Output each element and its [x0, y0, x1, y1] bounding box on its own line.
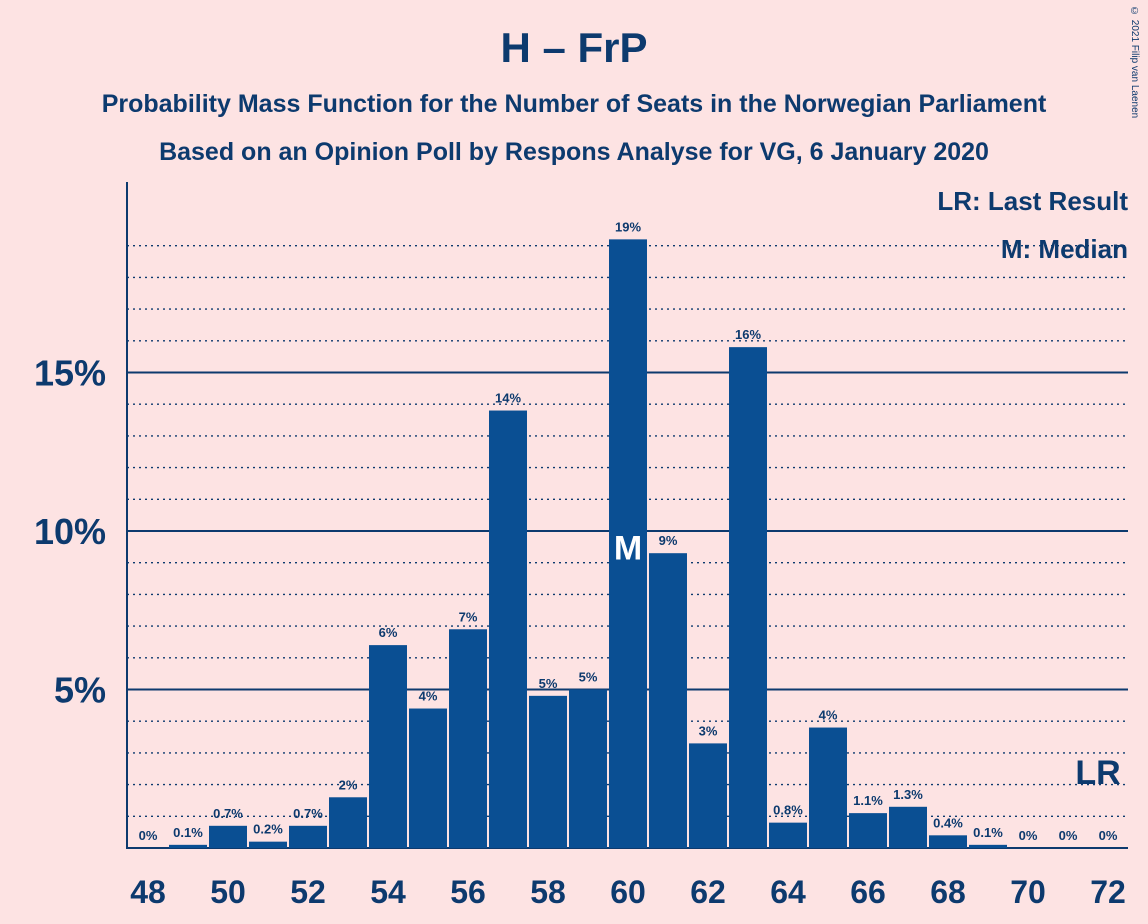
chart-subtitle-2: Based on an Opinion Poll by Respons Anal… [159, 138, 989, 166]
bar [289, 825, 327, 848]
data-label: 7% [459, 609, 478, 624]
legend-last-result: LR: Last Result [937, 186, 1128, 216]
x-tick-label: 48 [130, 874, 166, 910]
data-label: 0% [1019, 828, 1038, 843]
x-tick-label: 52 [290, 874, 326, 910]
last-result-marker: LR [1075, 754, 1120, 792]
data-label: 0.1% [173, 825, 203, 840]
bar [969, 844, 1007, 848]
data-label: 1.3% [893, 787, 923, 802]
x-tick-label: 68 [930, 874, 966, 910]
bar [649, 553, 687, 848]
bar [449, 629, 487, 848]
data-label: 5% [579, 670, 598, 685]
bar [569, 689, 607, 848]
bar [729, 347, 767, 848]
y-tick-label: 15% [34, 353, 106, 394]
x-tick-label: 64 [770, 874, 806, 910]
data-label: 0.7% [213, 806, 243, 821]
data-label: 16% [735, 327, 761, 342]
bar [209, 825, 247, 848]
x-tick-label: 58 [530, 874, 566, 910]
data-label: 0% [1099, 828, 1118, 843]
copyright-notice: © 2021 Filip van Laenen [1129, 6, 1140, 119]
bar [929, 835, 967, 848]
bar [809, 727, 847, 848]
bar [689, 743, 727, 848]
x-tick-label: 50 [210, 874, 246, 910]
data-label: 0.4% [933, 815, 963, 830]
bar [249, 841, 287, 848]
data-label: 0.8% [773, 803, 803, 818]
bar [889, 806, 927, 848]
data-label: 5% [539, 676, 558, 691]
bar [169, 844, 207, 848]
data-label: 0.1% [973, 825, 1003, 840]
bar [489, 410, 527, 848]
x-tick-label: 62 [690, 874, 726, 910]
x-tick-label: 66 [850, 874, 886, 910]
x-tick-label: 56 [450, 874, 486, 910]
y-tick-label: 5% [54, 670, 106, 711]
chart-subtitle-1: Probability Mass Function for the Number… [101, 90, 1047, 118]
data-label: 0% [1059, 828, 1078, 843]
data-label: 3% [699, 723, 718, 738]
y-tick-label: 10% [34, 511, 106, 552]
bar [769, 822, 807, 848]
x-tick-label: 70 [1010, 874, 1046, 910]
legend-median: M: Median [1000, 234, 1128, 264]
x-tick-label: 60 [610, 874, 646, 910]
x-tick-label: 72 [1090, 874, 1126, 910]
x-tick-label: 54 [370, 874, 406, 910]
bar [529, 695, 567, 848]
bar [409, 708, 447, 848]
data-label: 6% [379, 625, 398, 640]
bar [849, 813, 887, 848]
data-label: 19% [615, 219, 641, 234]
data-label: 4% [419, 689, 438, 704]
chart-title: H – FrP [500, 24, 648, 71]
data-label: 1.1% [853, 793, 883, 808]
data-label: 0.7% [293, 806, 323, 821]
data-label: 4% [819, 708, 838, 723]
data-label: 0.2% [253, 822, 283, 837]
bar [369, 645, 407, 848]
bar [609, 239, 647, 849]
bar [329, 797, 367, 848]
data-label: 14% [495, 391, 521, 406]
data-label: 9% [659, 533, 678, 548]
data-label: 2% [339, 777, 358, 792]
data-label: 0% [139, 828, 158, 843]
median-marker: M [614, 530, 642, 568]
